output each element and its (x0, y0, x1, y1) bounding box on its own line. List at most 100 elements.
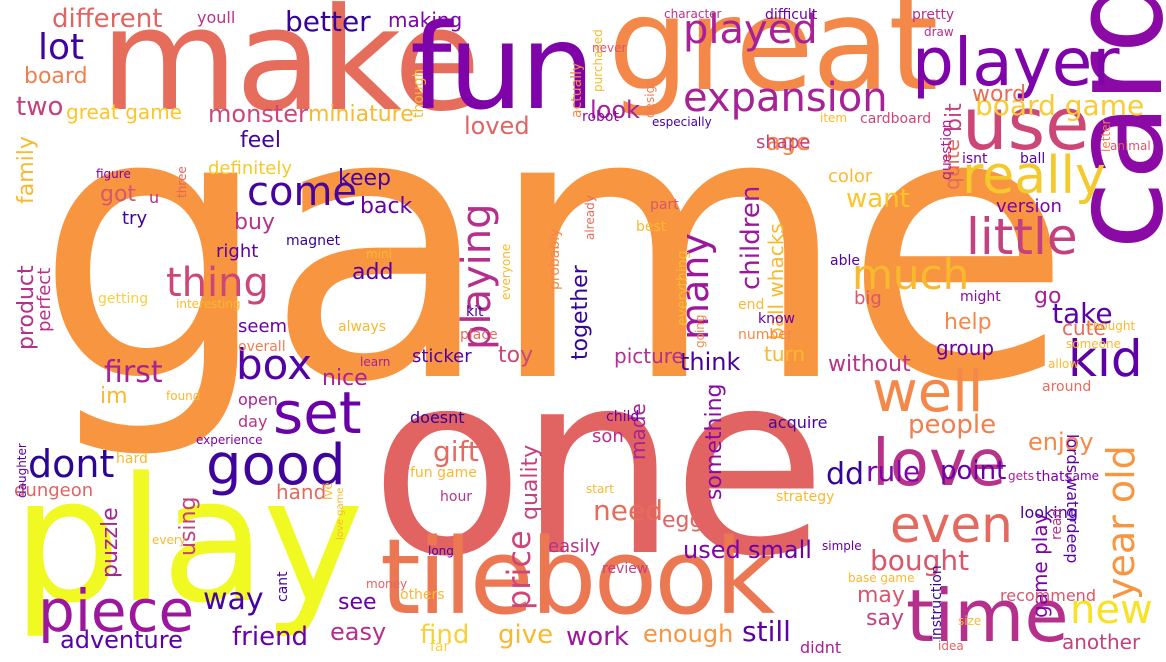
word: little (966, 208, 1078, 266)
word: definitely (208, 158, 293, 179)
word: game (35, 31, 1072, 464)
word: never (592, 41, 627, 55)
word: expansion (683, 75, 888, 121)
word: come (247, 169, 358, 215)
word: review (602, 561, 649, 577)
word: may (857, 583, 905, 608)
word: piece (38, 577, 195, 645)
word: see (338, 590, 377, 615)
word: version (996, 196, 1062, 217)
word: going (693, 314, 707, 348)
word: year old (1099, 445, 1143, 600)
word: money (366, 577, 408, 591)
word: children (736, 185, 766, 290)
word: go (1034, 284, 1062, 309)
word: end (738, 297, 765, 313)
word: making (388, 8, 463, 32)
word: character (664, 7, 722, 21)
word: cute (1062, 316, 1106, 340)
word: add (352, 260, 394, 285)
word: keep (338, 166, 391, 191)
word: board game (975, 89, 1145, 122)
word: pretty (912, 7, 955, 23)
word: start (586, 482, 614, 496)
word: love game (335, 487, 346, 540)
word: find (420, 620, 470, 650)
word: design (643, 78, 657, 118)
word: look (590, 96, 640, 124)
word: youll (197, 8, 236, 27)
word: purchased (591, 29, 605, 92)
word: best (636, 219, 667, 235)
word: everything (675, 250, 691, 326)
word: idea (938, 639, 964, 653)
word: right (216, 241, 259, 262)
word: really (962, 146, 1106, 206)
word: draw (924, 25, 954, 39)
word: thats (1036, 469, 1072, 485)
word: found (166, 389, 201, 403)
word: fun (410, 0, 595, 136)
word: two (16, 92, 64, 122)
word: sticker (412, 346, 472, 367)
word: picture (614, 344, 684, 368)
word: first (104, 355, 163, 390)
word: daughter (15, 443, 29, 498)
word: take (1052, 297, 1113, 330)
word: perfect (34, 267, 55, 332)
word: point (940, 456, 1007, 486)
word: fun game (410, 465, 477, 481)
word: day (238, 412, 268, 431)
word: instruction (929, 565, 945, 640)
word: well (872, 360, 984, 425)
word: help (944, 310, 992, 335)
word: good (206, 433, 346, 498)
word: word (972, 82, 1027, 107)
word: enough (643, 620, 734, 648)
word: give (498, 620, 554, 650)
word: number (738, 327, 793, 343)
word: set (273, 379, 362, 447)
word: hour (440, 489, 473, 505)
word: didnt (800, 638, 842, 657)
word: way (203, 582, 264, 617)
word: cardboard (860, 111, 932, 127)
word: dungeon (14, 480, 94, 501)
word: getting (98, 291, 149, 307)
word: always (338, 319, 387, 335)
word: actually (569, 62, 585, 118)
word: got (100, 182, 137, 207)
word: turn (764, 342, 806, 366)
word: toy (498, 343, 534, 368)
word: probably (547, 228, 563, 290)
word: big (854, 288, 882, 309)
word: family (14, 136, 39, 204)
word: one (370, 319, 827, 612)
word: using (176, 496, 201, 556)
word: might (960, 289, 1001, 305)
word: dont (28, 442, 115, 486)
word: played (683, 7, 818, 53)
word: tilebook (380, 516, 775, 638)
word: loved (464, 112, 530, 140)
word: need (593, 494, 663, 527)
word: cant (275, 571, 291, 602)
word: egg (662, 508, 704, 533)
word: difficult (765, 7, 818, 23)
word: small (748, 536, 812, 564)
word: recommend (1000, 586, 1096, 605)
word: dd (826, 457, 865, 492)
word: around (1042, 379, 1092, 395)
word: experience (196, 433, 263, 447)
word: every (152, 533, 186, 547)
word: enjoy (1028, 428, 1094, 456)
word: thing (166, 260, 269, 306)
word: figure (96, 167, 131, 181)
word: animal (1110, 139, 1151, 153)
word: magnet (286, 233, 341, 249)
word: still (742, 615, 791, 648)
word: especially (652, 115, 712, 129)
word: son (592, 426, 624, 447)
word: open (238, 390, 278, 409)
